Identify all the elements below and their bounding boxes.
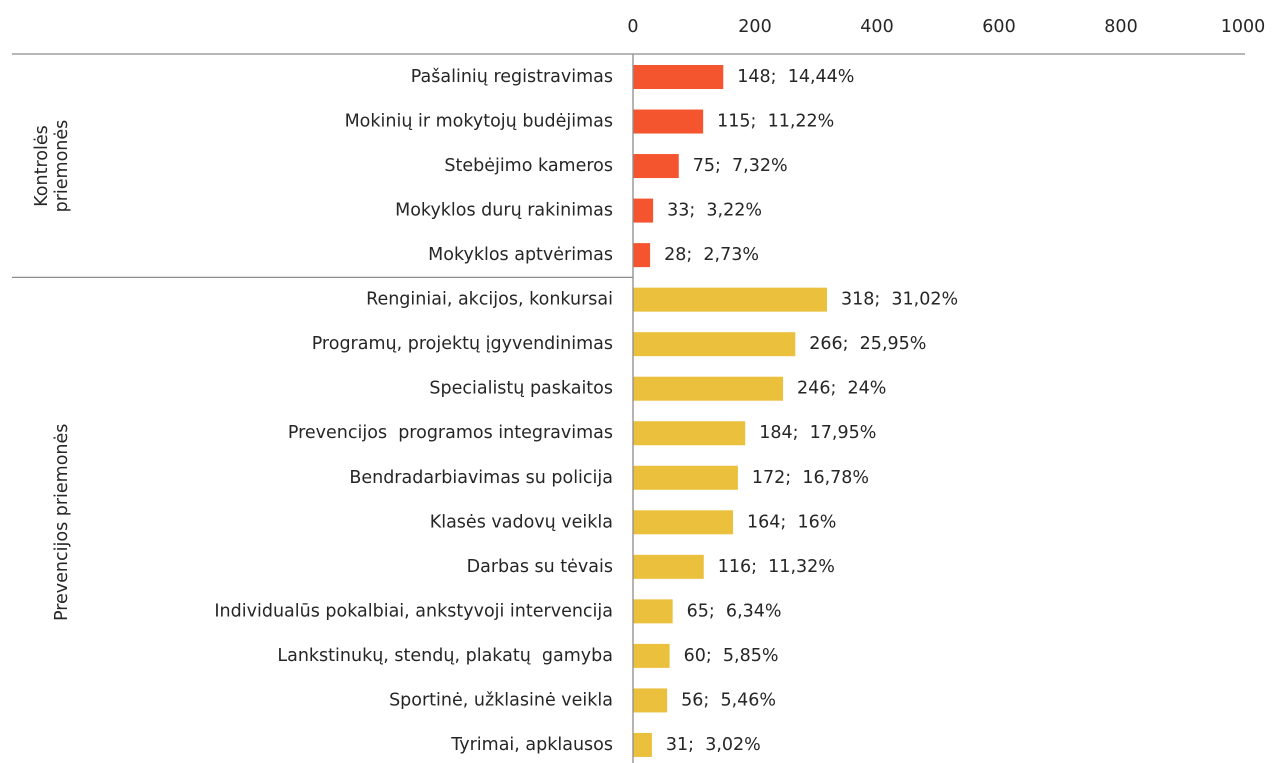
x-tick-label: 600 [982,17,1015,37]
bar [633,243,651,268]
category-label: Stebėjimo kameros [444,156,613,176]
bar [633,376,784,401]
group-label: Kontrolės [32,125,52,207]
value-label: 31; 3,02% [666,735,761,755]
x-tick-label: 800 [1104,17,1137,37]
bar [633,332,796,357]
value-label: 75; 7,32% [693,156,788,176]
value-label: 60; 5,85% [684,646,779,666]
bar [633,421,746,446]
bar [633,732,652,757]
x-tick-label: 0 [627,17,638,37]
bar [633,554,704,579]
bar [633,643,670,668]
category-label: Pašalinių registravimas [411,67,613,87]
x-tick-label: 200 [738,17,771,37]
category-label: Prevencijos programos integravimas [288,423,613,443]
value-label: 172; 16,78% [752,468,869,488]
value-label: 184; 17,95% [759,423,876,443]
value-label: 318; 31,02% [841,290,958,310]
group-label: priemonės [52,120,72,213]
value-label: 28; 2,73% [664,245,759,265]
value-label: 148; 14,44% [737,67,854,87]
category-label: Sportinė, užklasinė veikla [389,690,613,710]
value-label: 33; 3,22% [667,201,762,221]
bar [633,109,704,134]
bar [633,688,668,713]
bar [633,65,724,89]
category-label: Individualūs pokalbiai, ankstyvoji inter… [214,601,613,621]
value-label: 116; 11,32% [718,557,835,577]
category-label: Mokinių ir mokytojų budėjimas [345,112,613,132]
bar [633,198,654,223]
value-label: 246; 24% [797,379,886,399]
category-label: Bendradarbiavimas su policija [349,468,613,488]
category-label: Tyrimai, apklausos [450,735,613,755]
category-label: Specialistų paskaitos [429,379,613,399]
category-label: Lankstinukų, stendų, plakatų gamyba [277,646,613,666]
category-label: Mokyklos durų rakinimas [395,201,613,221]
value-label: 56; 5,46% [681,690,776,710]
x-tick-label: 400 [860,17,893,37]
category-label: Klasės vadovų veikla [430,512,613,532]
bar [633,599,673,624]
group-label: Prevencijos priemonės [52,424,72,621]
value-label: 115; 11,22% [717,112,834,132]
value-label: 164; 16% [747,512,836,532]
bar [633,465,738,490]
category-label: Programų, projektų įgyvendinimas [312,334,613,354]
value-label: 65; 6,34% [687,601,782,621]
x-tick-label: 1000 [1221,17,1266,37]
category-label: Renginiai, akcijos, konkursai [366,290,613,310]
value-label: 266; 25,95% [809,334,926,354]
bar [633,287,827,312]
bar [633,510,734,535]
category-label: Darbas su tėvais [467,557,613,577]
category-label: Mokyklos aptvėrimas [428,245,613,265]
bar [633,154,679,179]
